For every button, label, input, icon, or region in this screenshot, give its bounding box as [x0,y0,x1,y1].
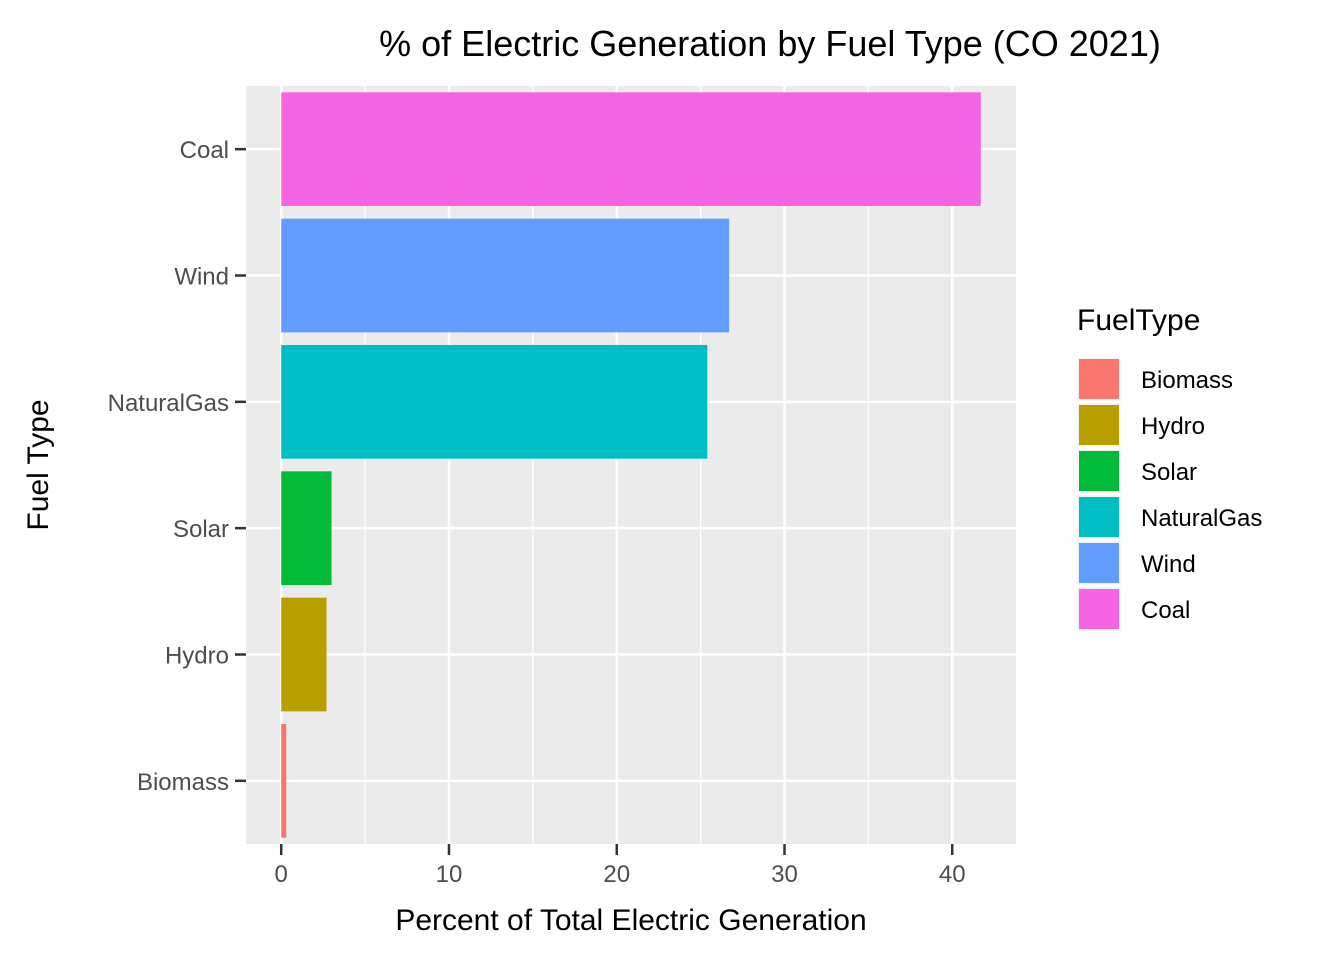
y-tick-label: Solar [173,516,229,543]
x-tick-label: 20 [603,861,630,888]
legend: FuelType Biomass Hydro Solar NaturalGas Wind… [1076,304,1262,632]
legend-key-solar [1079,451,1119,491]
legend-label: NaturalGas [1141,505,1262,532]
y-tick-label: Coal [180,137,229,164]
x-axis-label: Percent of Total Electric Generation [395,904,866,937]
bar-hydro [281,597,327,712]
legend-label: Hydro [1141,413,1205,440]
bar-naturalgas [281,344,708,459]
x-tick-label: 30 [771,861,798,888]
legend-key-hydro [1079,405,1119,445]
legend-label: Wind [1141,551,1196,578]
y-tick-label: Wind [174,264,229,291]
y-tick-label: Biomass [137,769,229,796]
legend-key-coal [1079,589,1119,629]
bar-coal [281,92,981,207]
bar-biomass [281,723,287,838]
legend-label: Solar [1141,459,1197,486]
bar-solar [281,471,332,586]
chart-title: % of Electric Generation by Fuel Type (C… [379,23,1161,64]
x-tick-label: 0 [275,861,288,888]
legend-key-biomass [1079,359,1119,399]
plot-panel [246,86,1016,844]
bar-wind [281,218,730,333]
legend-key-wind [1079,543,1119,583]
legend-title: FuelType [1077,304,1200,337]
x-tick-label: 10 [436,861,463,888]
y-tick-label: Hydro [165,643,229,670]
y-axis-label: Fuel Type [22,399,55,530]
legend-key-naturalgas [1079,497,1119,537]
legend-label: Biomass [1141,367,1233,394]
x-tick-label: 40 [939,861,966,888]
legend-label: Coal [1141,597,1190,624]
y-tick-label: NaturalGas [108,390,229,417]
